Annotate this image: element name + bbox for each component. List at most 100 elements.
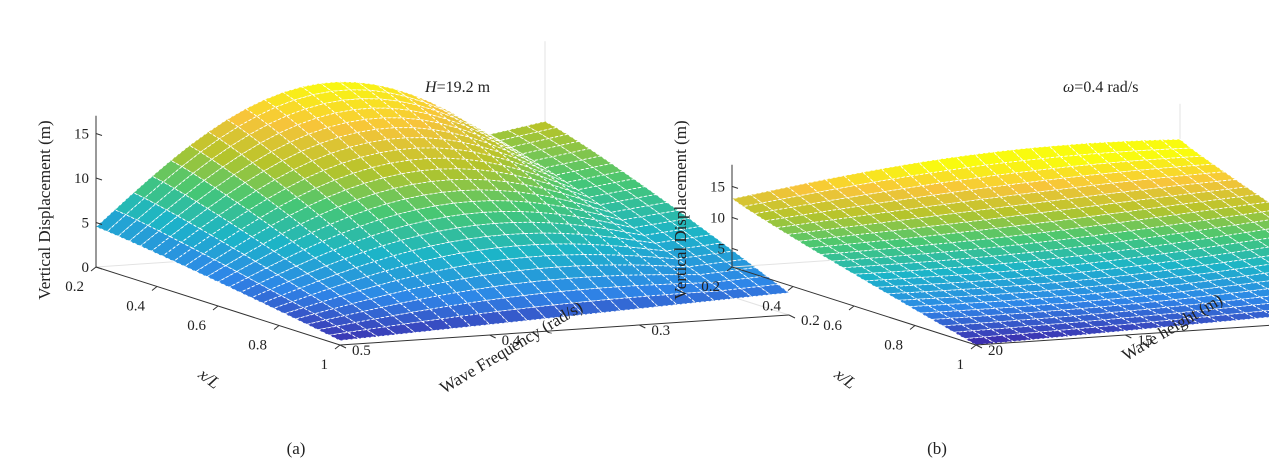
surface-patch	[411, 181, 444, 196]
surface-patch	[191, 234, 223, 255]
surface-patch	[575, 264, 608, 278]
surface-patch	[329, 216, 361, 235]
surface-patch	[265, 258, 298, 276]
surface-patch	[499, 151, 530, 168]
surface-patch	[377, 279, 409, 295]
surface-patch	[255, 106, 288, 126]
x-tick-label: 0.4	[126, 299, 145, 315]
surface-patch	[984, 162, 1017, 176]
surface-patch	[481, 272, 514, 288]
surface-patch	[277, 196, 309, 217]
surface-patch	[1104, 140, 1137, 153]
surface-patch	[1081, 173, 1114, 186]
surface-patch	[551, 184, 582, 200]
surface-patch	[408, 109, 442, 124]
surface-patch	[982, 334, 1015, 344]
surface-patch	[407, 220, 440, 236]
surface-patch	[296, 187, 328, 207]
surface-patch	[515, 191, 549, 205]
surface-patch	[672, 282, 705, 294]
surface-patch	[1006, 182, 1039, 195]
panel-b-panel-label: (b)	[927, 439, 947, 458]
y-tick-label: 0.5	[352, 343, 371, 359]
surface-patch	[891, 175, 924, 190]
surface-patch	[947, 167, 980, 181]
surface-patch	[739, 286, 772, 298]
y-tick	[639, 324, 646, 329]
surface-patch	[1033, 168, 1065, 181]
surface-patch	[435, 110, 467, 127]
surface-patch	[1096, 151, 1129, 164]
surface-patch	[1025, 179, 1058, 193]
surface-patch	[536, 166, 567, 183]
surface-patch	[969, 186, 1002, 200]
surface-patch	[404, 137, 437, 149]
surface-patch	[406, 96, 437, 112]
surface-patch	[366, 270, 398, 286]
x-tick-label: 1	[321, 357, 329, 373]
surface-patch	[419, 118, 453, 134]
surface-patch	[315, 112, 348, 129]
surface-patch	[1048, 144, 1081, 158]
y-axis-line	[975, 324, 1269, 346]
surface-patch	[183, 253, 216, 273]
surface-patch	[433, 267, 465, 283]
surface-patch	[571, 243, 604, 256]
surface-patch	[395, 275, 428, 291]
panel-a: 0 5 10 15 0.2 0.4 0.6 0.8 1 0.5 0.4 0.3 0.2 H=19.2 m…	[35, 41, 820, 458]
surface-patch	[269, 215, 302, 235]
surface-patch	[497, 245, 529, 260]
surface-patch	[440, 315, 473, 330]
surface-patch	[1019, 331, 1053, 341]
surface-patch	[266, 115, 299, 134]
surface-patch	[620, 254, 653, 266]
z-tick-label: 15	[710, 179, 725, 195]
surface-patch	[608, 244, 642, 257]
surface-patch	[480, 146, 511, 162]
surface-patch	[378, 98, 412, 111]
surface-patch	[642, 274, 675, 286]
surface-patch	[459, 249, 492, 265]
surface-patch	[1017, 191, 1050, 205]
surface-patch	[306, 265, 339, 282]
surface-patch	[1044, 177, 1077, 191]
surface-patch	[999, 194, 1032, 207]
x-tick	[90, 266, 97, 272]
surface-patch	[314, 179, 347, 199]
surface-patch	[638, 255, 672, 267]
surface-patch	[251, 225, 283, 245]
surface-patch	[322, 99, 355, 114]
x-tick-label: 1	[957, 357, 965, 373]
surface-patch	[439, 122, 470, 138]
surface-patch	[1070, 164, 1103, 177]
surface-patch	[341, 156, 373, 174]
surface-patch	[402, 321, 435, 334]
surface-patch	[413, 94, 445, 111]
surface-patch	[1112, 323, 1146, 332]
surface-patch	[235, 260, 268, 279]
surface-patch	[292, 160, 325, 180]
surface-patch	[683, 291, 716, 304]
z-tick	[95, 222, 103, 225]
surface-patch	[437, 227, 470, 243]
surface-patch	[384, 265, 417, 281]
surface-patch	[525, 158, 556, 176]
surface-patch	[1075, 326, 1109, 335]
surface-patch	[1051, 166, 1084, 179]
surface-patch	[701, 290, 735, 302]
surface-patch	[573, 201, 604, 216]
surface-patch	[299, 214, 332, 234]
surface-patch	[843, 171, 875, 186]
surface-patch	[924, 203, 957, 217]
surface-patch	[503, 143, 534, 162]
surface-patch	[461, 141, 492, 157]
x-tick-label: 0.6	[823, 318, 842, 334]
surface-patch	[575, 215, 609, 230]
surface-patch	[285, 108, 318, 126]
surface-patch	[963, 336, 997, 346]
surface-patch	[280, 223, 313, 243]
z-tick-label: 10	[710, 210, 725, 226]
surface-patch	[278, 124, 310, 143]
y-tick-label: 20	[988, 343, 1003, 359]
